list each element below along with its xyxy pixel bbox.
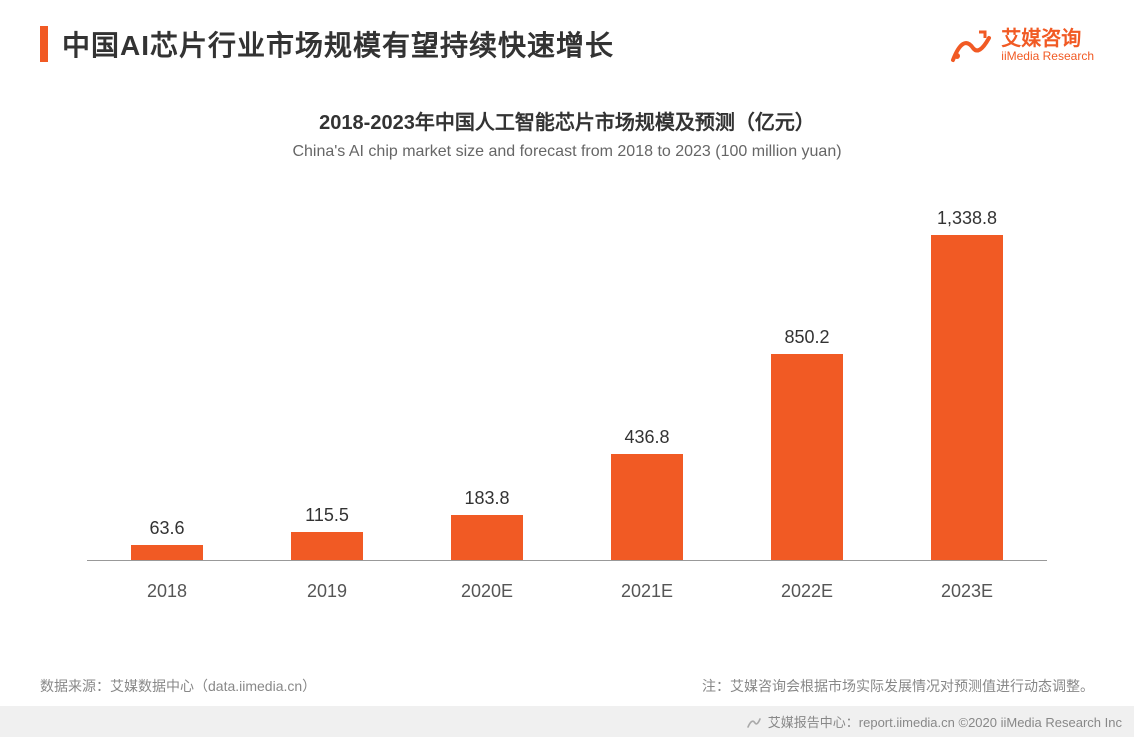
bar-col: 63.6	[107, 518, 227, 560]
bar-col: 1,338.8	[907, 208, 1027, 560]
logo-text: 艾媒咨询 iiMedia Research	[1001, 28, 1094, 63]
bar-rect	[291, 532, 363, 560]
page-title: 中国AI芯片行业市场规模有望持续快速增长	[62, 24, 614, 64]
bar-category-label: 2022E	[747, 581, 867, 602]
bar-rect	[771, 354, 843, 560]
bar-col: 115.5	[267, 505, 387, 560]
copyright-row: 艾媒报告中心：report.iimedia.cn ©2020 iiMedia R…	[0, 706, 1134, 737]
bar-col: 183.8	[427, 488, 547, 560]
bars-row: 63.6115.5183.8436.8850.21,338.8	[87, 221, 1047, 561]
mini-logo-icon	[746, 714, 762, 730]
bar-category-label: 2021E	[587, 581, 707, 602]
bar-value-label: 850.2	[784, 327, 829, 348]
header: 中国AI芯片行业市场规模有望持续快速增长 艾媒咨询 iiMedia Resear…	[0, 0, 1134, 68]
bar-col: 850.2	[747, 327, 867, 560]
logo-name-en: iiMedia Research	[1001, 50, 1094, 63]
bar-value-label: 183.8	[464, 488, 509, 509]
title-wrap: 中国AI芯片行业市场规模有望持续快速增长	[40, 24, 614, 64]
logo-name-cn: 艾媒咨询	[1001, 28, 1094, 50]
bar-category-label: 2019	[267, 581, 387, 602]
bar-rect	[931, 235, 1003, 560]
source-row: 数据来源：艾媒数据中心（data.iimedia.cn） 注：艾媒咨询会根据市场…	[40, 676, 1094, 696]
subtitle-en: China's AI chip market size and forecast…	[0, 143, 1134, 161]
logo-block: 艾媒咨询 iiMedia Research	[949, 24, 1094, 68]
bar-col: 436.8	[587, 427, 707, 560]
bar-rect	[611, 454, 683, 560]
title-accent-bar	[40, 26, 48, 62]
bar-category-label: 2023E	[907, 581, 1027, 602]
bar-value-label: 115.5	[305, 505, 349, 526]
labels-row: 2018 2019 2020E 2021E 2022E 2023E	[87, 571, 1047, 611]
bar-value-label: 63.6	[149, 518, 184, 539]
bar-category-label: 2020E	[427, 581, 547, 602]
bar-chart: 63.6 115.5 183.8 436.8 850.2 1,338.8 2018 2019…	[87, 191, 1047, 611]
bar-rect	[451, 515, 523, 560]
bar-value-label: 1,338.8	[937, 208, 997, 229]
copyright-text: 艾媒报告中心：report.iimedia.cn ©2020 iiMedia R…	[768, 712, 1122, 731]
data-source-text: 数据来源：艾媒数据中心（data.iimedia.cn）	[40, 676, 316, 696]
iimedia-logo-icon	[949, 24, 993, 68]
bar-value-label: 436.8	[624, 427, 669, 448]
footer: 数据来源：艾媒数据中心（data.iimedia.cn） 注：艾媒咨询会根据市场…	[0, 676, 1134, 737]
bar-rect	[131, 545, 203, 560]
bar-category-label: 2018	[107, 581, 227, 602]
subtitle-block: 2018-2023年中国人工智能芯片市场规模及预测（亿元） China's AI…	[0, 106, 1134, 161]
note-text: 注：艾媒咨询会根据市场实际发展情况对预测值进行动态调整。	[702, 676, 1094, 696]
subtitle-cn: 2018-2023年中国人工智能芯片市场规模及预测（亿元）	[0, 106, 1134, 135]
